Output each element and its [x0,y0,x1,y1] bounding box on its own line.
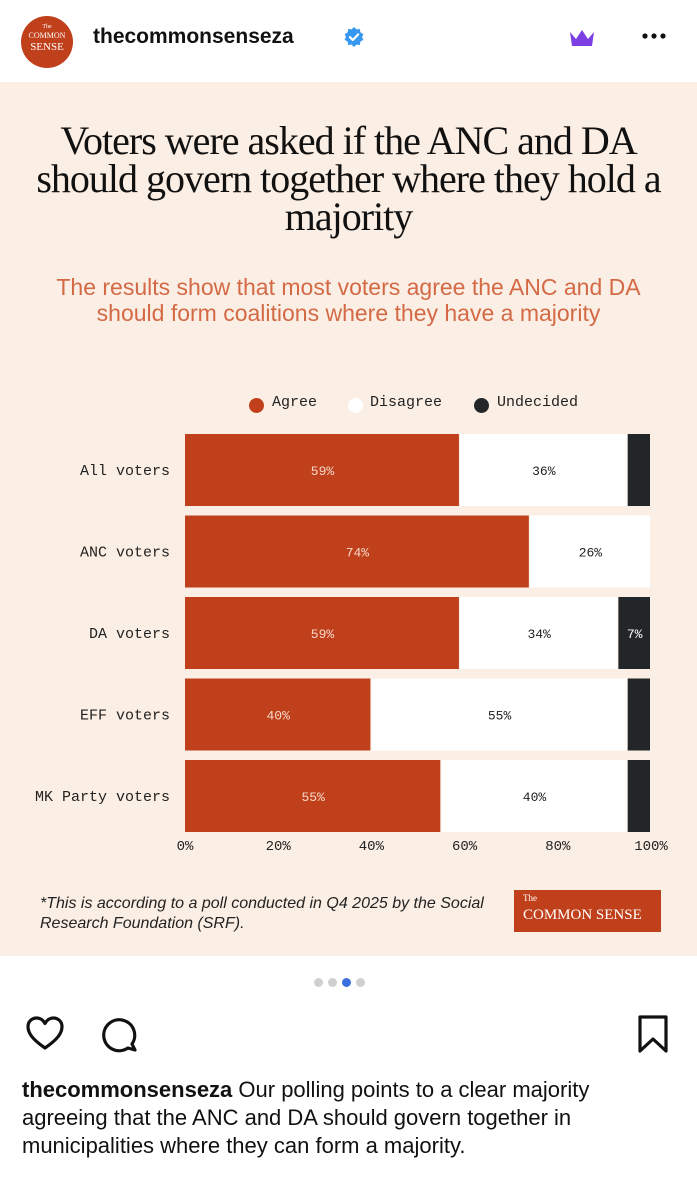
category-label-anc-voters: ANC voters [80,545,170,562]
caption-username[interactable]: thecommonsenseza [22,1077,233,1102]
x-tick-label-1: 20% [266,839,292,855]
legend-label-undecided: Undecided [497,394,579,411]
bar-agree-all-voters [185,434,459,506]
bar-undecided-mk-party-voters [627,760,650,832]
carousel-dot [314,978,323,987]
account-username[interactable]: thecommonsenseza [93,25,294,48]
chart-legend: Agree Disagree Undecided [0,394,697,416]
data-label-agree-anc-voters: 74% [346,546,370,561]
carousel-dot [356,978,365,987]
bookmark-icon[interactable] [632,1013,674,1055]
brand-logo-small: The [523,893,537,903]
bar-disagree-mk-party-voters [441,760,627,832]
bar-undecided-eff-voters [627,678,650,751]
data-label-disagree-da-voters: 34% [527,627,551,642]
data-label-agree-all-voters: 59% [311,464,335,479]
data-label-disagree-anc-voters: 26% [579,546,603,561]
brand-logo-big: COMMON SENSE [523,907,642,923]
legend-dot-disagree [348,398,363,413]
bar-disagree-anc-voters [529,515,650,588]
post-caption: thecommonsenseza Our polling points to a… [22,1076,672,1160]
data-label-disagree-eff-voters: 55% [488,709,512,724]
carousel-dot [328,978,337,987]
heart-icon[interactable] [24,1013,66,1055]
category-label-mk-party-voters: MK Party voters [35,789,170,806]
avatar-line-1: The [42,24,52,30]
bar-agree-eff-voters [185,678,371,751]
x-tick-label-4: 80% [545,839,571,855]
bar-disagree-eff-voters [371,678,627,751]
avatar-line-3: SENSE [30,41,64,53]
crown-icon[interactable] [568,27,596,49]
bar-agree-da-voters [185,597,459,669]
data-label-disagree-all-voters: 36% [532,464,556,479]
stacked-bar-chart: All voters 59% 36% ANC voters 74% 26% DA voter… [35,434,668,855]
legend-label-agree: Agree [272,394,318,411]
data-label-agree-da-voters: 59% [311,627,335,642]
chart-footnote: *This is according to a poll conducted i… [40,895,484,932]
comment-icon[interactable] [98,1013,140,1055]
more-options-icon[interactable] [640,22,668,50]
bar-disagree-da-voters [459,597,618,669]
data-label-agree-eff-voters: 40% [266,709,290,724]
bar-undecided-da-voters [618,597,650,669]
caption-text: Our polling points to a clear majority a… [22,1077,590,1158]
x-tick-label-3: 60% [452,839,478,855]
bar-disagree-all-voters [459,434,627,506]
post-header: The COMMON SENSE thecommonsenseza [0,0,697,82]
bar-agree-anc-voters [185,515,529,588]
data-label-disagree-mk-party-voters: 40% [523,790,547,805]
verified-badge-icon [344,27,364,47]
chart-title: Voters were asked if the ANC and DA shou… [36,118,661,239]
brand-logo: The COMMON SENSE [514,890,661,932]
x-tick-label-5: 100% [634,839,668,855]
post-image[interactable]: Voters were asked if the ANC and DA shou… [0,82,697,956]
bar-undecided-all-voters [627,434,650,506]
legend-dot-agree [249,398,264,413]
data-label-agree-mk-party-voters: 55% [301,790,325,805]
data-label-undecided-da-voters: 7% [627,627,643,642]
category-label-da-voters: DA voters [89,626,170,643]
x-tick-label-2: 40% [359,839,385,855]
avatar[interactable]: The COMMON SENSE [21,16,73,68]
avatar-line-2: COMMON [28,31,66,40]
legend-dot-undecided [474,398,489,413]
category-label-eff-voters: EFF voters [80,708,170,725]
x-tick-label-0: 0% [177,839,194,855]
bar-agree-mk-party-voters [185,760,441,832]
chart-subtitle: The results show that most voters agree … [56,274,641,326]
carousel-dot [342,978,351,987]
legend-label-disagree: Disagree [370,394,443,411]
category-label-all-voters: All voters [80,463,170,480]
